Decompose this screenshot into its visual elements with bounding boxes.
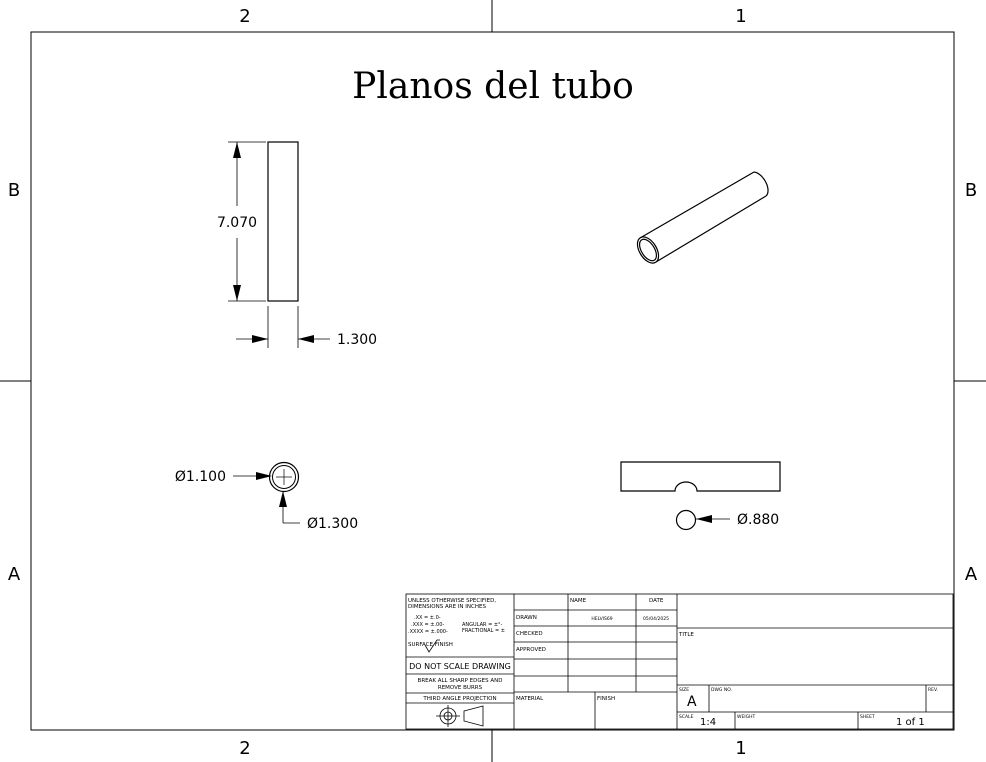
surface-finish-label: SURFACE FINISH bbox=[408, 642, 453, 648]
tolerance-fractional: FRACTIONAL = ± bbox=[462, 628, 505, 634]
weight-label: WEIGHT bbox=[737, 714, 755, 720]
zone-label-right-A: A bbox=[965, 564, 978, 585]
arrowhead-down bbox=[233, 285, 241, 301]
side-view: Ø.880 bbox=[620, 461, 781, 531]
scale-label: SCALE bbox=[679, 714, 694, 720]
front-view: 7.070 1.300 bbox=[217, 141, 377, 348]
hole-circle bbox=[675, 509, 697, 531]
tolerance-xx: .XXX = ±.00- bbox=[411, 622, 444, 628]
tube-front-outline bbox=[267, 141, 299, 302]
projection-label: THIRD ANGLE PROJECTION bbox=[422, 696, 496, 702]
row-drawn: DRAWN bbox=[516, 615, 537, 621]
zone-label-bottom-2: 2 bbox=[239, 738, 250, 759]
dimension-inner-diameter-label: Ø1.100 bbox=[175, 469, 226, 485]
zone-label-left-B: B bbox=[8, 180, 20, 201]
dimension-hole-diameter-label: Ø.880 bbox=[737, 512, 779, 528]
dimension-outer-diameter-label: Ø1.300 bbox=[307, 516, 358, 532]
dwg-no-label: DWG NO. bbox=[711, 687, 732, 693]
drawn-name: HELVIS69 bbox=[591, 616, 612, 622]
break-edges-line-2: REMOVE BURRS bbox=[438, 685, 483, 691]
size-label: SIZE bbox=[679, 687, 689, 693]
drawing-title: Planos del tubo bbox=[352, 66, 634, 107]
zone-label-left-A: A bbox=[8, 564, 21, 585]
row-approved: APPROVED bbox=[516, 647, 546, 653]
zone-label-top-2: 2 bbox=[239, 6, 250, 27]
arrowhead-up bbox=[233, 142, 241, 158]
drawn-date: 05/04/2025 bbox=[643, 616, 669, 622]
end-view: Ø1.100 Ø1.300 bbox=[175, 461, 358, 532]
arrowhead-right bbox=[252, 335, 268, 343]
scale-value: 1:4 bbox=[700, 717, 716, 728]
end-inner-circle bbox=[272, 465, 296, 489]
tolerance-xxx: .XXXX = ±.000- bbox=[408, 629, 448, 635]
iso-top-edge bbox=[639, 171, 755, 239]
size-value: A bbox=[687, 694, 697, 710]
projection-symbol-cone bbox=[463, 705, 484, 727]
dimension-width-label: 1.300 bbox=[337, 332, 377, 348]
title-block-text: UNLESS OTHERWISE SPECIFIED, DIMENSIONS A… bbox=[408, 598, 938, 728]
zone-label-top-1: 1 bbox=[735, 6, 746, 27]
arrowhead-inner-diameter bbox=[256, 472, 272, 480]
notes-line-1: UNLESS OTHERWISE SPECIFIED, bbox=[408, 598, 496, 604]
iso-back-end bbox=[753, 171, 769, 197]
arrowhead-hole-diameter bbox=[696, 515, 712, 523]
break-edges-line-1: BREAK ALL SHARP EDGES AND bbox=[418, 678, 503, 684]
dimension-height-label: 7.070 bbox=[217, 215, 257, 231]
isometric-view bbox=[636, 171, 769, 264]
tolerance-angular: ANGULAR = ±°- bbox=[462, 622, 503, 628]
surface-finish-icon bbox=[424, 639, 440, 653]
notes-line-2: DIMENSIONS ARE IN INCHES bbox=[408, 604, 486, 610]
end-outer-circle bbox=[268, 461, 300, 493]
finish-label: FINISH bbox=[597, 696, 615, 702]
row-checked: CHECKED bbox=[516, 631, 543, 637]
arrowhead-outer-diameter bbox=[279, 491, 287, 507]
header-name: NAME bbox=[570, 598, 587, 604]
iso-front-outer bbox=[636, 236, 660, 264]
title-block-border bbox=[405, 593, 954, 730]
iso-front-inner bbox=[638, 238, 658, 262]
zone-label-right-B: B bbox=[965, 180, 977, 201]
iso-bottom-edge bbox=[655, 195, 767, 263]
material-label: MATERIAL bbox=[516, 696, 544, 702]
header-date: DATE bbox=[649, 598, 664, 604]
rev-label: REV. bbox=[928, 687, 938, 693]
tolerance-x: .XX = ±.0- bbox=[414, 615, 441, 621]
side-view-outline bbox=[620, 461, 781, 492]
title-block bbox=[405, 593, 954, 730]
zone-label-bottom-1: 1 bbox=[735, 738, 746, 759]
sheet-label: SHEET bbox=[860, 714, 875, 720]
arrowhead-left bbox=[298, 335, 314, 343]
sheet-value: 1 of 1 bbox=[896, 717, 925, 728]
title-label: TITLE bbox=[678, 632, 694, 638]
no-scale-note: DO NOT SCALE DRAWING bbox=[409, 662, 511, 671]
